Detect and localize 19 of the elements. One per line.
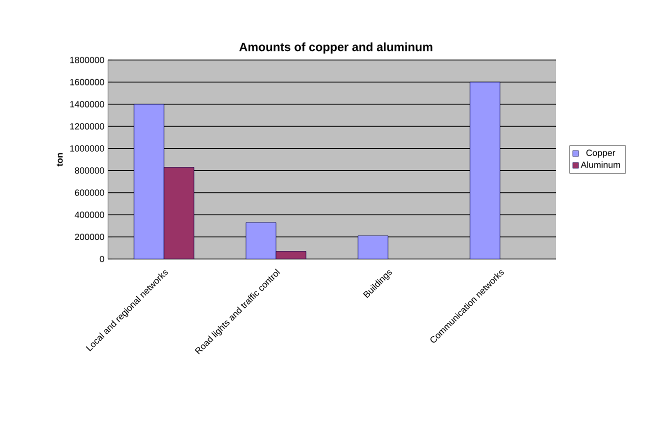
y-tick-label: 1200000 [70, 123, 104, 130]
y-tick-label: 1400000 [70, 101, 104, 108]
bar [470, 82, 500, 259]
chart-title: Amounts of copper and aluminum [239, 42, 432, 54]
y-tick-label: 800000 [74, 167, 104, 174]
y-tick-label: 400000 [74, 212, 104, 218]
bar [164, 167, 194, 259]
y-tick-label: 1800000 [70, 56, 104, 64]
y-tick-label: 200000 [75, 234, 104, 240]
y-tick-label: 1600000 [70, 78, 104, 86]
y-tick-label: 1000000 [70, 145, 104, 152]
bar [246, 222, 276, 259]
y-tick-label: 600000 [75, 189, 104, 196]
bar [134, 104, 164, 259]
y-axis-title: ton [56, 153, 63, 166]
legend-label: Copper [586, 150, 616, 158]
legend-label: Aluminum [580, 161, 620, 168]
bar [358, 236, 388, 259]
y-tick-label: 0 [100, 256, 104, 262]
